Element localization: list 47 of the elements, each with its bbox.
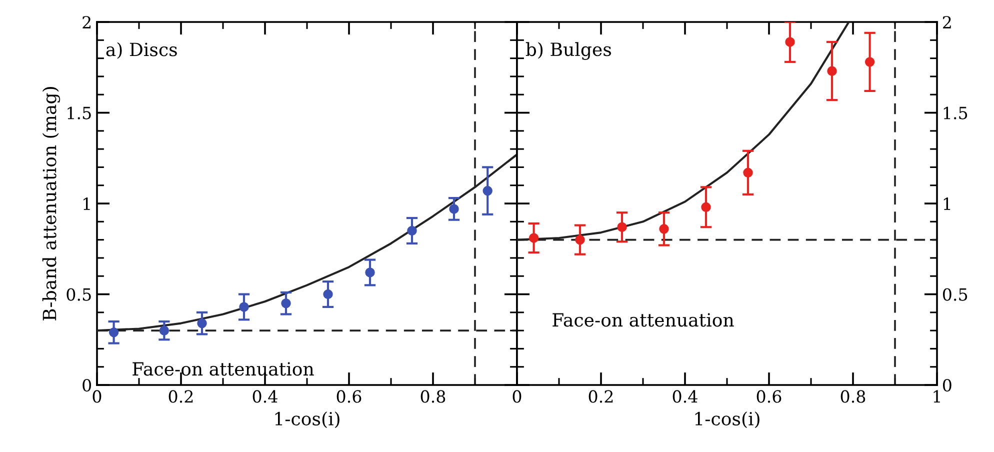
point bbox=[407, 226, 417, 236]
text: b) Bulges bbox=[526, 42, 611, 60]
x-tick-label: 0.2 bbox=[588, 390, 613, 403]
y-tick-label: 2 bbox=[942, 16, 951, 28]
x-axis-title: 1-cos(i) bbox=[695, 412, 760, 428]
point bbox=[159, 326, 170, 336]
point bbox=[197, 318, 207, 328]
point bbox=[239, 302, 249, 312]
x-tick-label: 0 bbox=[92, 390, 102, 403]
point bbox=[617, 222, 627, 232]
point bbox=[701, 202, 711, 212]
y-tick-label: 0 bbox=[942, 378, 952, 392]
point bbox=[449, 204, 459, 214]
x-tick-label: 0 bbox=[512, 390, 522, 403]
y-tick-label: 1 bbox=[944, 197, 950, 210]
point bbox=[281, 298, 291, 308]
x-tick-label: 0.6 bbox=[756, 390, 782, 403]
y-tick-label: 1 bbox=[84, 197, 90, 210]
ref-line-label: Face-on attenuation bbox=[552, 313, 734, 327]
y-axis-title: B-band attenuation (mag) bbox=[42, 87, 60, 320]
y-tick-label: 2 bbox=[82, 16, 91, 28]
point bbox=[864, 57, 875, 67]
text: a) Discs bbox=[106, 42, 177, 59]
y-tick-label: 0 bbox=[82, 378, 92, 392]
x-axis-title: 1-cos(i) bbox=[275, 412, 340, 428]
ref-line-label: Face-on attenuation bbox=[132, 362, 314, 376]
y-tick-label: 0.5 bbox=[942, 288, 968, 301]
x-tick-label: 1 bbox=[934, 390, 940, 403]
x-tick-label: 0.4 bbox=[252, 390, 278, 403]
x-tick-label: 0.8 bbox=[420, 390, 446, 403]
point bbox=[743, 168, 753, 178]
x-tick-label: 0.4 bbox=[672, 390, 698, 403]
point bbox=[785, 37, 795, 47]
x-tick-label: 0.6 bbox=[336, 390, 362, 403]
y-tick-label: 1.5 bbox=[68, 106, 91, 120]
point bbox=[659, 224, 669, 234]
point bbox=[108, 328, 119, 338]
x-tick-label: 0.8 bbox=[840, 390, 866, 403]
point bbox=[827, 66, 837, 76]
point bbox=[482, 186, 492, 196]
point bbox=[323, 289, 333, 300]
point bbox=[365, 268, 375, 278]
y-tick-label: 0.5 bbox=[66, 288, 91, 301]
point bbox=[575, 234, 585, 245]
point bbox=[528, 233, 539, 243]
x-tick-label: 0.2 bbox=[168, 390, 193, 403]
y-tick-label: 1.5 bbox=[944, 106, 968, 120]
